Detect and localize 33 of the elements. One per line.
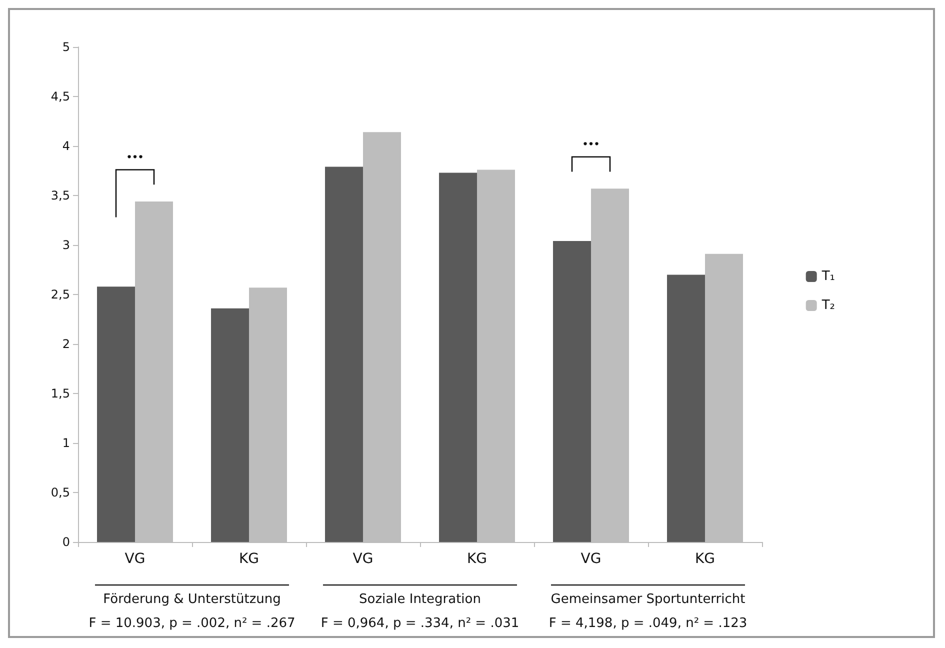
- y-tick-label: 2,5: [50, 288, 70, 302]
- bar: [553, 241, 591, 542]
- text: Förderung & Unterstützung: [103, 592, 281, 607]
- y-tick-label: 0: [62, 535, 70, 549]
- y-tick-label: 4: [62, 139, 70, 153]
- x-tick-label: KG: [694, 551, 716, 567]
- x-tick-label: KG: [466, 551, 488, 567]
- y-tick-label: 2: [62, 337, 70, 351]
- y-tick-label: 0,5: [50, 486, 70, 500]
- y-tick-label: 3: [62, 238, 70, 252]
- legend-label: T₁: [820, 269, 836, 284]
- bar: [439, 172, 477, 542]
- bar: [325, 166, 363, 542]
- y-tick-label: 4,5: [50, 90, 70, 104]
- text: F = 0,964, p = .334, n² = .031: [320, 616, 520, 631]
- x-tick-label: KG: [238, 551, 260, 567]
- annotation: •••: [126, 152, 144, 163]
- legend-label: T₂: [820, 298, 836, 313]
- bar: [667, 274, 705, 542]
- bar: [97, 286, 135, 542]
- x-tick-label: VG: [352, 551, 374, 567]
- text: F = 10.903, p = .002, n² = .267: [88, 616, 296, 631]
- y-tick-label: 3,5: [50, 188, 70, 202]
- y-tick-label: 5: [62, 40, 70, 54]
- text: F = 4,198, p = .049, n² = .123: [548, 616, 748, 631]
- text: Gemeinsamer Sportunterricht: [550, 592, 746, 607]
- y-tick-label: 1: [62, 436, 70, 450]
- x-tick-label: VG: [580, 551, 602, 567]
- annotation: •••: [582, 140, 600, 150]
- bar: [211, 308, 249, 542]
- x-tick-label: VG: [124, 551, 146, 567]
- text: Soziale Integration: [359, 592, 481, 607]
- y-tick-label: 1,5: [50, 386, 70, 400]
